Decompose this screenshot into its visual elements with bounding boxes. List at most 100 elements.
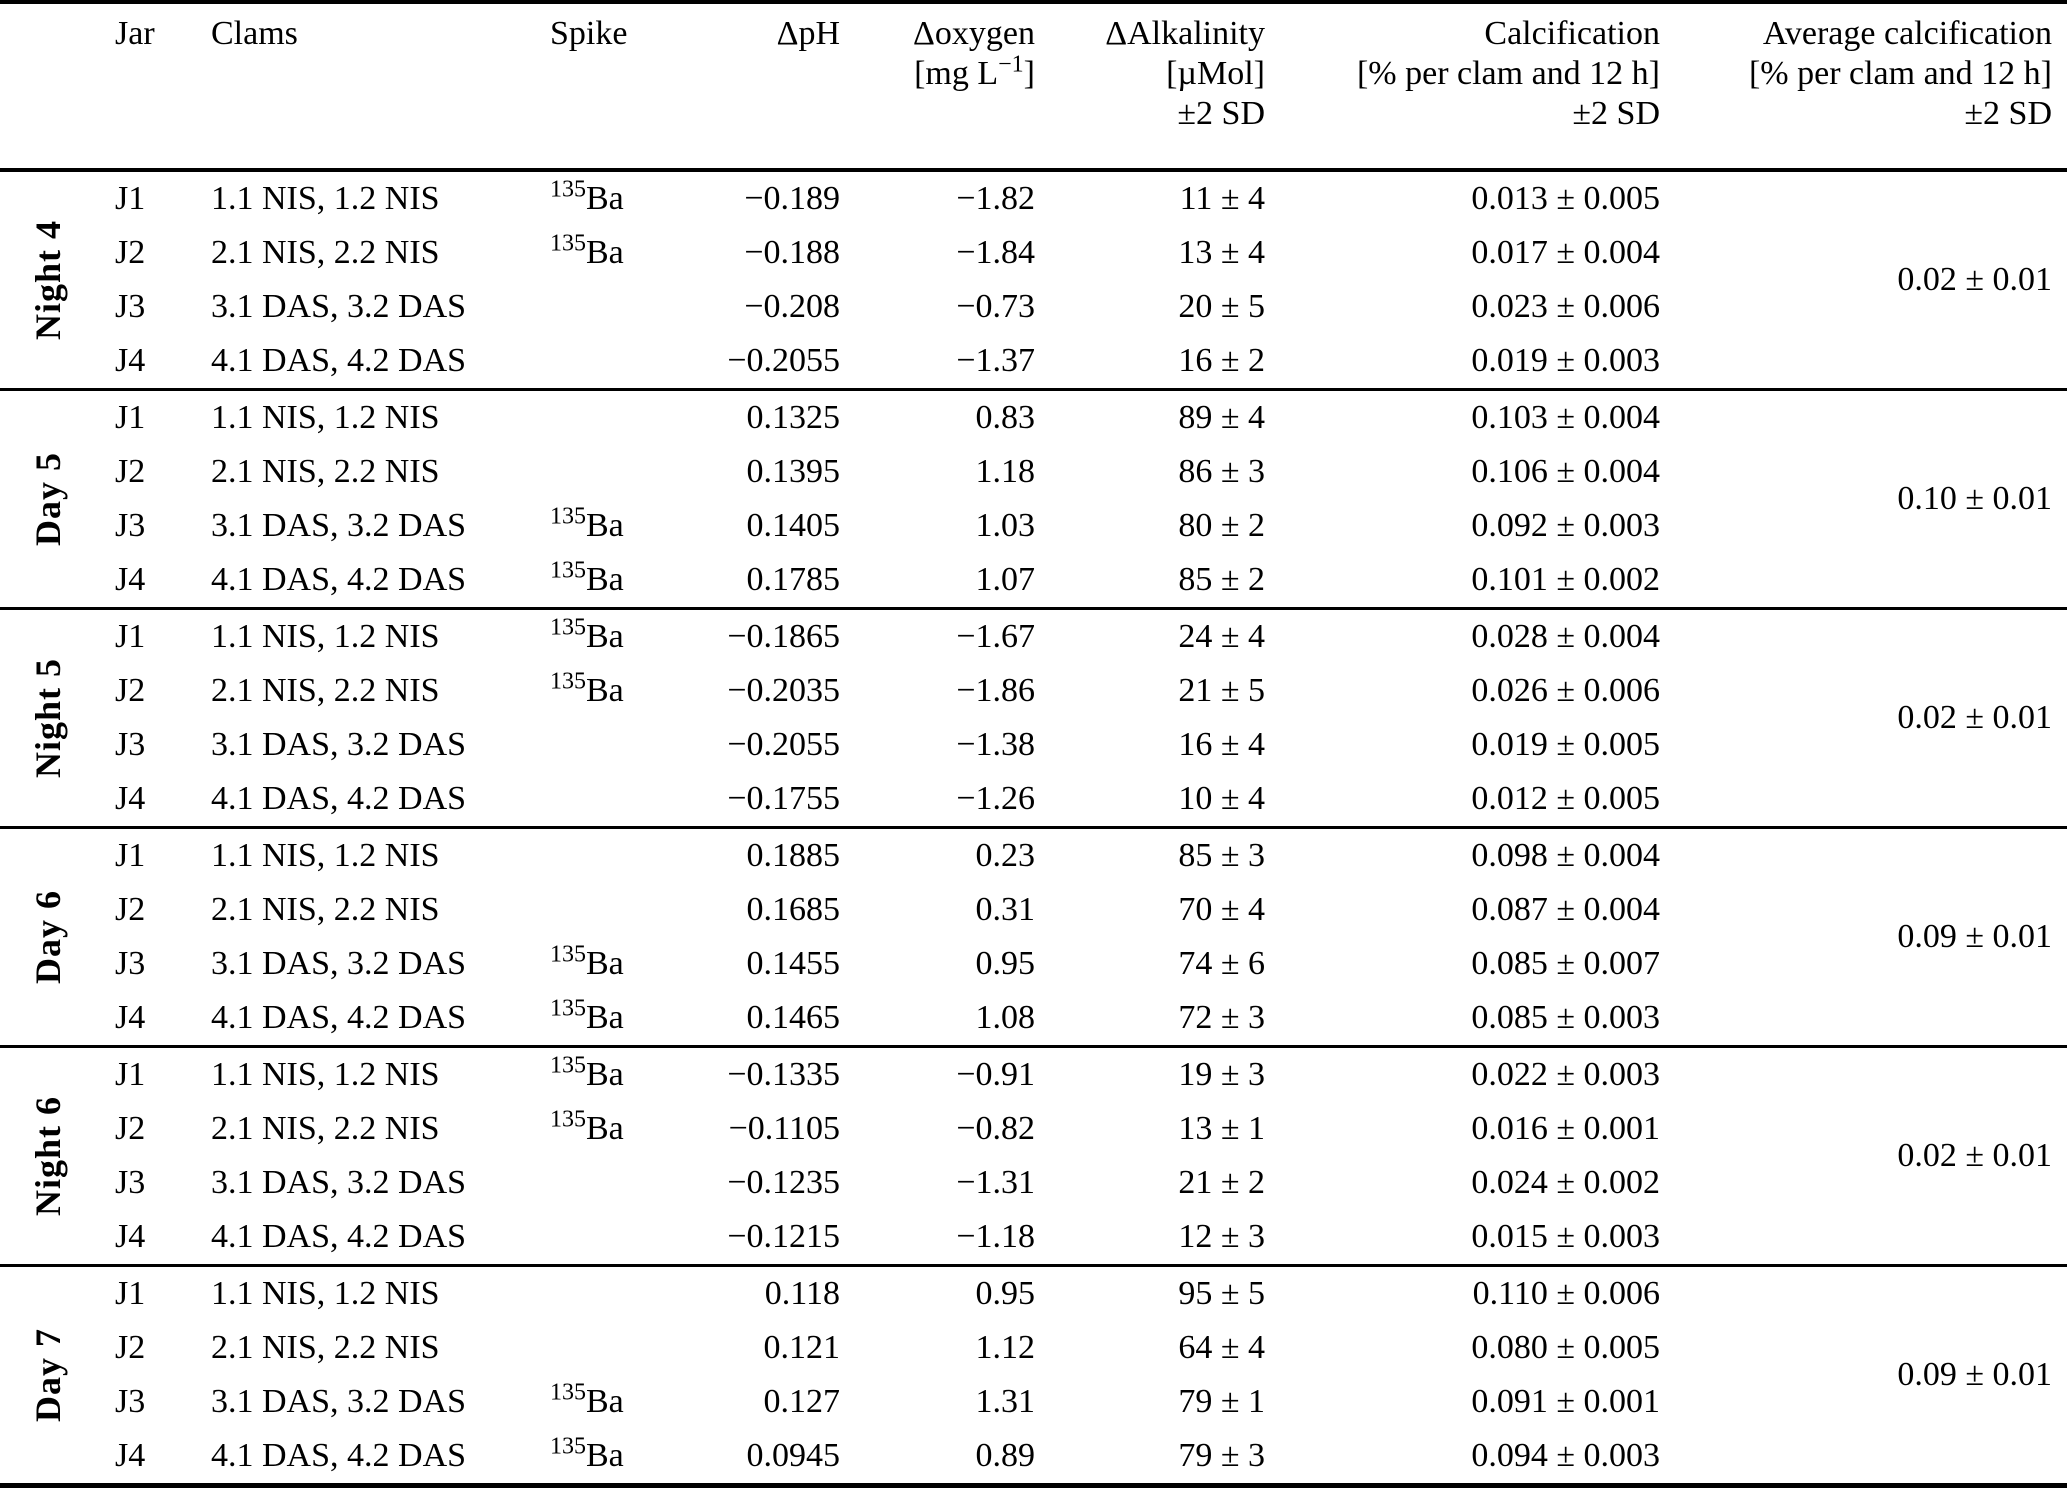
delta-ph-cell: 0.1785 bbox=[746, 561, 841, 598]
spike-element: Ba bbox=[586, 672, 624, 709]
jar-cell: J3 bbox=[115, 726, 146, 763]
delta-oxygen-cell: −1.31 bbox=[956, 1164, 1035, 1201]
clams-cell: 1.1 NIS, 1.2 NIS bbox=[211, 618, 440, 655]
clams-cell: 4.1 DAS, 4.2 DAS bbox=[211, 561, 467, 598]
delta-oxygen-cell: 1.18 bbox=[975, 453, 1036, 490]
clams-cell: 2.1 NIS, 2.2 NIS bbox=[211, 234, 440, 271]
spike-cell bbox=[545, 1156, 660, 1210]
header-line: Calcification bbox=[1484, 15, 1660, 52]
table-row: Night 4 J1 1.1 NIS, 1.2 NIS 135Ba −0.189… bbox=[0, 170, 2067, 340]
delta-oxygen-cell: −1.37 bbox=[956, 342, 1035, 379]
clams-cell: 3.1 DAS, 3.2 DAS bbox=[211, 726, 467, 763]
period-block-day-6: Day 6 J1 1.1 NIS, 1.2 NIS 0.1885 0.23 85… bbox=[0, 828, 2067, 1047]
clams-cell: 2.1 NIS, 2.2 NIS bbox=[211, 891, 440, 928]
calcification-cell: 0.085 ± 0.007 bbox=[1471, 945, 1660, 982]
period-cell: Day 6 bbox=[0, 828, 95, 1047]
spike-isotope-superscript: 135 bbox=[550, 668, 586, 695]
jar-cell: J3 bbox=[115, 288, 146, 325]
delta-oxygen-cell: 0.31 bbox=[975, 891, 1036, 928]
header-sd-line: ±2 SD bbox=[1177, 95, 1265, 132]
table-row: Day 7 J1 1.1 NIS, 1.2 NIS 0.118 0.95 95 … bbox=[0, 1266, 2067, 1422]
calcification-cell: 0.013 ± 0.005 bbox=[1471, 180, 1660, 217]
period-cell: Night 6 bbox=[0, 1047, 95, 1266]
delta-oxygen-cell: −1.18 bbox=[956, 1218, 1035, 1255]
calcification-cell: 0.098 ± 0.004 bbox=[1471, 837, 1660, 874]
table-row: Night 6 J1 1.1 NIS, 1.2 NIS 135Ba −0.133… bbox=[0, 1047, 2067, 1216]
spike-isotope-superscript: 135 bbox=[550, 1052, 586, 1079]
period-block-night-6: Night 6 J1 1.1 NIS, 1.2 NIS 135Ba −0.133… bbox=[0, 1047, 2067, 1266]
delta-alkalinity-cell: 11 ± 4 bbox=[1179, 180, 1265, 217]
col-header-delta-alkalinity: ΔAlkalinity [µMol] ±2 SD bbox=[1045, 2, 1275, 170]
unit-text: ] bbox=[1023, 55, 1035, 92]
spike-cell: 135Ba bbox=[545, 553, 660, 609]
jar-cell: J2 bbox=[115, 453, 146, 490]
spike-cell: 135Ba bbox=[545, 1102, 660, 1156]
clams-cell: 3.1 DAS, 3.2 DAS bbox=[211, 1383, 467, 1420]
clams-cell: 1.1 NIS, 1.2 NIS bbox=[211, 1275, 440, 1312]
delta-alkalinity-cell: 24 ± 4 bbox=[1178, 618, 1265, 655]
jar-cell: J1 bbox=[115, 180, 146, 217]
header-unit-line: [µMol] bbox=[1166, 55, 1265, 92]
spike-cell: 135Ba bbox=[545, 226, 660, 280]
jar-cell: J4 bbox=[115, 342, 146, 379]
table-row: J2 2.1 NIS, 2.2 NIS 0.1395 1.18 86 ± 3 0… bbox=[0, 445, 2067, 499]
delta-alkalinity-cell: 70 ± 4 bbox=[1178, 891, 1265, 928]
delta-ph-cell: −0.1105 bbox=[728, 1110, 840, 1147]
delta-oxygen-cell: 0.95 bbox=[975, 1275, 1036, 1312]
delta-alkalinity-cell: 79 ± 1 bbox=[1178, 1383, 1265, 1420]
delta-alkalinity-cell: 19 ± 3 bbox=[1178, 1056, 1265, 1093]
delta-oxygen-cell: 1.07 bbox=[975, 561, 1036, 598]
delta-ph-cell: −0.1215 bbox=[727, 1218, 840, 1255]
table-row: J3 3.1 DAS, 3.2 DAS −0.2055 −1.38 16 ± 4… bbox=[0, 718, 2067, 772]
table-row: J2 2.1 NIS, 2.2 NIS 135Ba −0.2035 −1.86 … bbox=[0, 664, 2067, 718]
spike-isotope-superscript: 135 bbox=[550, 1433, 586, 1460]
clams-cell: 2.1 NIS, 2.2 NIS bbox=[211, 453, 440, 490]
col-header-jar: Jar bbox=[115, 15, 155, 52]
table-row: J4 4.1 DAS, 4.2 DAS −0.2055 −1.37 16 ± 2… bbox=[0, 334, 2067, 390]
delta-alkalinity-cell: 86 ± 3 bbox=[1178, 453, 1265, 490]
delta-ph-cell: 0.1405 bbox=[746, 507, 841, 544]
delta-alkalinity-cell: 95 ± 5 bbox=[1178, 1275, 1265, 1312]
spike-element: Ba bbox=[586, 561, 624, 598]
spike-cell bbox=[545, 718, 660, 772]
period-cell: Day 5 bbox=[0, 390, 95, 609]
delta-oxygen-cell: 0.83 bbox=[975, 399, 1036, 436]
period-cell: Day 7 bbox=[0, 1266, 95, 1486]
delta-oxygen-cell: 1.31 bbox=[975, 1383, 1036, 1420]
delta-ph-cell: 0.1395 bbox=[746, 453, 841, 490]
calcification-cell: 0.080 ± 0.005 bbox=[1471, 1329, 1660, 1366]
spike-isotope-superscript: 135 bbox=[550, 230, 586, 257]
table-row: J3 3.1 DAS, 3.2 DAS 135Ba 0.1405 1.03 80… bbox=[0, 499, 2067, 553]
unit-text: [mg L bbox=[914, 55, 999, 92]
delta-ph-cell: −0.1865 bbox=[727, 618, 840, 655]
jar-cell: J1 bbox=[115, 399, 146, 436]
jar-cell: J1 bbox=[115, 1275, 146, 1312]
delta-alkalinity-cell: 72 ± 3 bbox=[1178, 999, 1265, 1036]
delta-oxygen-cell: −1.84 bbox=[956, 234, 1035, 271]
calcification-cell: 0.101 ± 0.002 bbox=[1471, 561, 1660, 598]
delta-oxygen-cell: −0.91 bbox=[956, 1056, 1035, 1093]
spike-cell: 135Ba bbox=[545, 1375, 660, 1429]
delta-ph-cell: −0.2055 bbox=[727, 342, 840, 379]
jar-cell: J2 bbox=[115, 1329, 146, 1366]
header-line: Δoxygen bbox=[913, 15, 1035, 52]
jar-cell: J1 bbox=[115, 618, 146, 655]
col-header-spike: Spike bbox=[550, 15, 628, 52]
calcification-cell: 0.019 ± 0.003 bbox=[1471, 342, 1660, 379]
table-row: Day 5 J1 1.1 NIS, 1.2 NIS 0.1325 0.83 89… bbox=[0, 390, 2067, 546]
calcification-cell: 0.024 ± 0.002 bbox=[1471, 1164, 1660, 1201]
jar-cell: J3 bbox=[115, 1164, 146, 1201]
clams-cell: 4.1 DAS, 4.2 DAS bbox=[211, 999, 467, 1036]
delta-ph-cell: 0.121 bbox=[763, 1329, 841, 1366]
calcification-cell: 0.022 ± 0.003 bbox=[1471, 1056, 1660, 1093]
spike-cell bbox=[545, 1210, 660, 1266]
table-row: Day 6 J1 1.1 NIS, 1.2 NIS 0.1885 0.23 85… bbox=[0, 828, 2067, 984]
spike-isotope-superscript: 135 bbox=[550, 1106, 586, 1133]
period-block-day-7: Day 7 J1 1.1 NIS, 1.2 NIS 0.118 0.95 95 … bbox=[0, 1266, 2067, 1486]
clams-cell: 2.1 NIS, 2.2 NIS bbox=[211, 1329, 440, 1366]
clams-cell: 1.1 NIS, 1.2 NIS bbox=[211, 837, 440, 874]
spike-element: Ba bbox=[586, 945, 624, 982]
header-sd-line: ±2 SD bbox=[1572, 95, 1660, 132]
header-unit-line: [% per clam and 12 h] bbox=[1748, 55, 2052, 92]
